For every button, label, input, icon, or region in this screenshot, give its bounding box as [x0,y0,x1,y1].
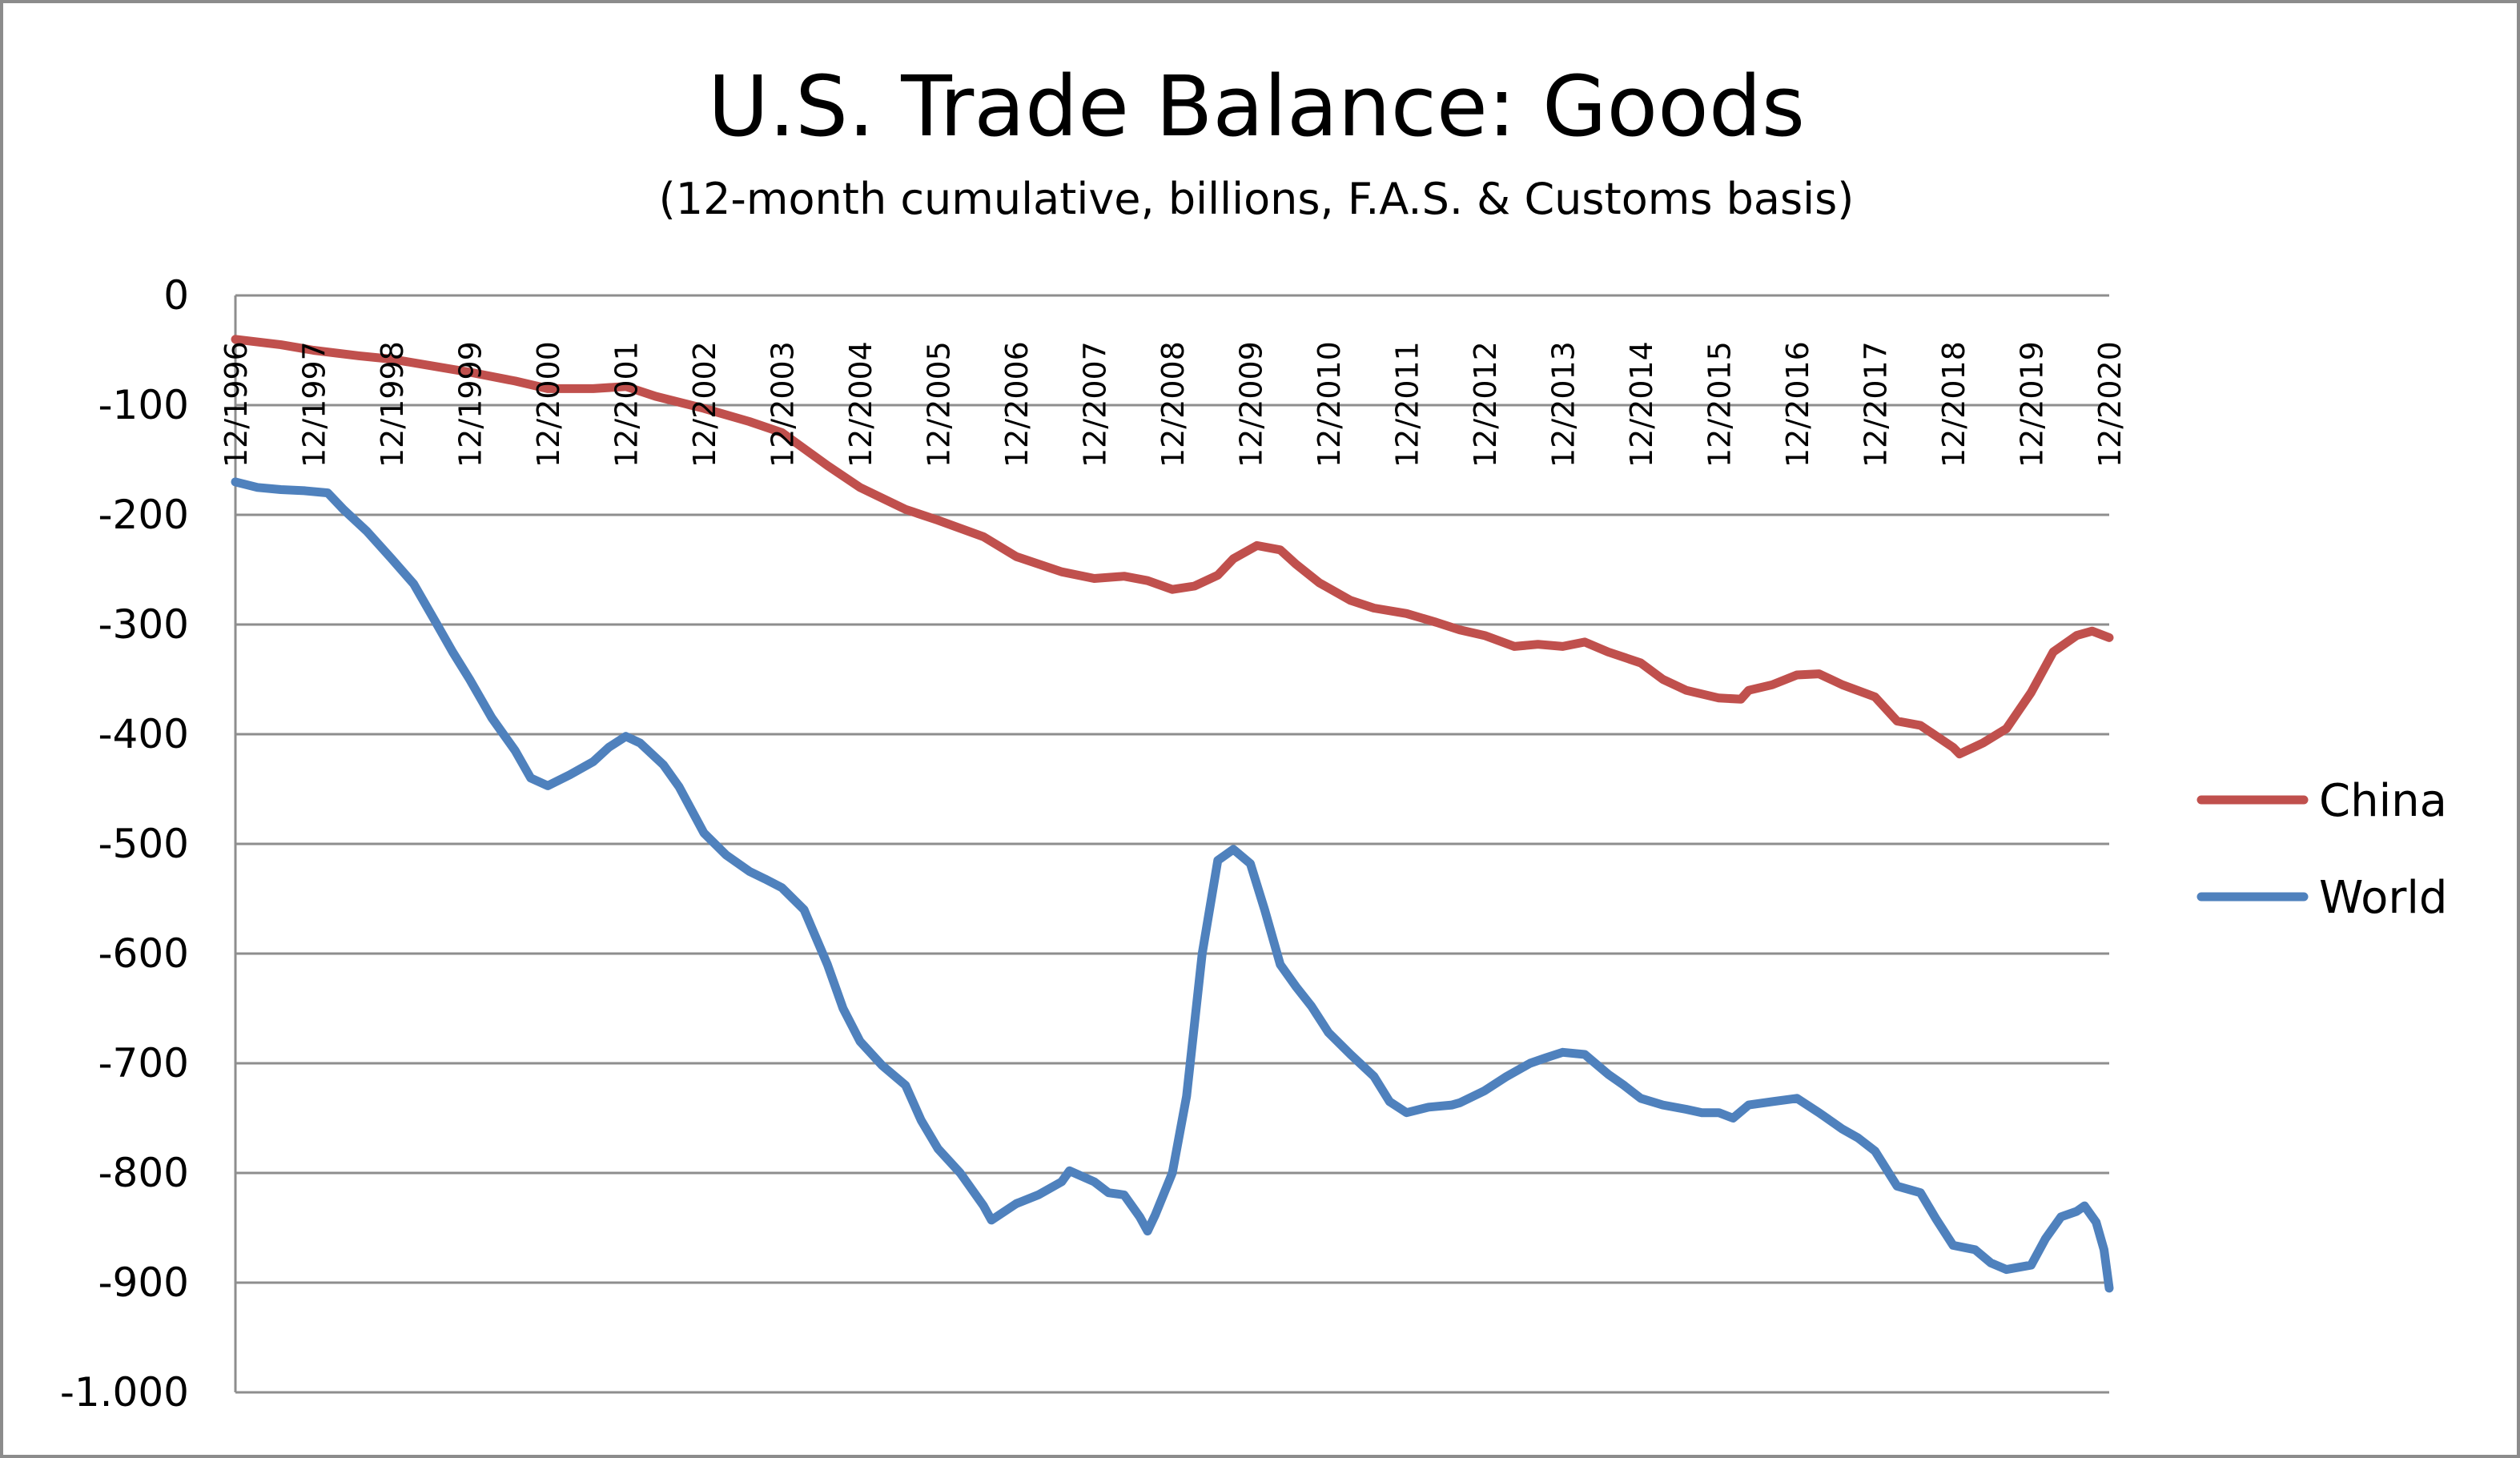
y-tick-label: -800 [98,1150,189,1196]
y-axis-ticks: 0 -100 -200 -300 -400 -500 -600 -700 -800 -900 -1.… [60,272,189,1416]
x-tick-label: 12/2009 [1234,341,1269,468]
x-tick-label: 12/2002 [687,341,722,468]
y-tick-label: -500 [98,821,189,867]
x-tick-label: 12/1998 [375,341,410,468]
x-tick-label: 12/2007 [1078,341,1113,468]
series-line-china [231,335,2114,759]
y-tick-label: -700 [98,1040,189,1086]
x-tick-label: 12/2004 [843,341,878,468]
y-tick-label: -900 [98,1259,189,1306]
chart-subtitle: (12-month cumulative, billions, F.A.S. &… [659,174,1855,224]
y-tick-label: 0 [163,272,189,319]
x-tick-label: 12/2011 [1390,341,1425,468]
x-tick-label: 12/2018 [1936,341,1971,468]
y-tick-label: -400 [98,711,189,757]
series-line-world [231,477,2114,1293]
x-tick-label: 12/2017 [1859,341,1894,468]
x-tick-label: 12/2014 [1624,341,1659,468]
x-tick-label: 12/1999 [453,341,488,468]
line-chart: U.S. Trade Balance: Goods (12-month cumu… [60,58,2448,1416]
x-tick-label: 12/2019 [2015,341,2050,468]
y-tick-label: -200 [98,492,189,538]
x-tick-label: 12/2013 [1546,341,1582,468]
series-lines [231,335,2114,1293]
x-tick-label: 12/2008 [1156,341,1191,468]
y-tick-label: -1.000 [60,1369,189,1416]
chart-title: U.S. Trade Balance: Goods [708,58,1805,155]
y-tick-label: -100 [98,382,189,428]
x-tick-label: 12/2001 [609,341,645,468]
x-tick-label: 12/1997 [297,341,332,468]
x-tick-label: 12/2005 [922,341,957,468]
x-tick-label: 12/2003 [766,341,801,468]
x-tick-label: 12/2016 [1780,341,1815,468]
x-tick-label: 12/1996 [219,341,254,468]
legend-label: China [2319,775,2447,827]
legend: China World [2196,775,2447,924]
x-tick-label: 12/2006 [999,341,1035,468]
x-tick-label: 12/2015 [1702,341,1738,468]
x-tick-label: 12/2012 [1468,341,1503,468]
y-tick-label: -300 [98,601,189,648]
x-tick-label: 12/2010 [1312,341,1347,468]
x-tick-label: 12/2000 [531,341,566,468]
legend-label: World [2319,872,2447,924]
y-tick-label: -600 [98,930,189,977]
x-axis-ticks: 12/1996 12/1997 12/1998 12/1999 12/2000 12/20… [219,341,2128,468]
x-tick-label: 12/2020 [2092,341,2128,468]
